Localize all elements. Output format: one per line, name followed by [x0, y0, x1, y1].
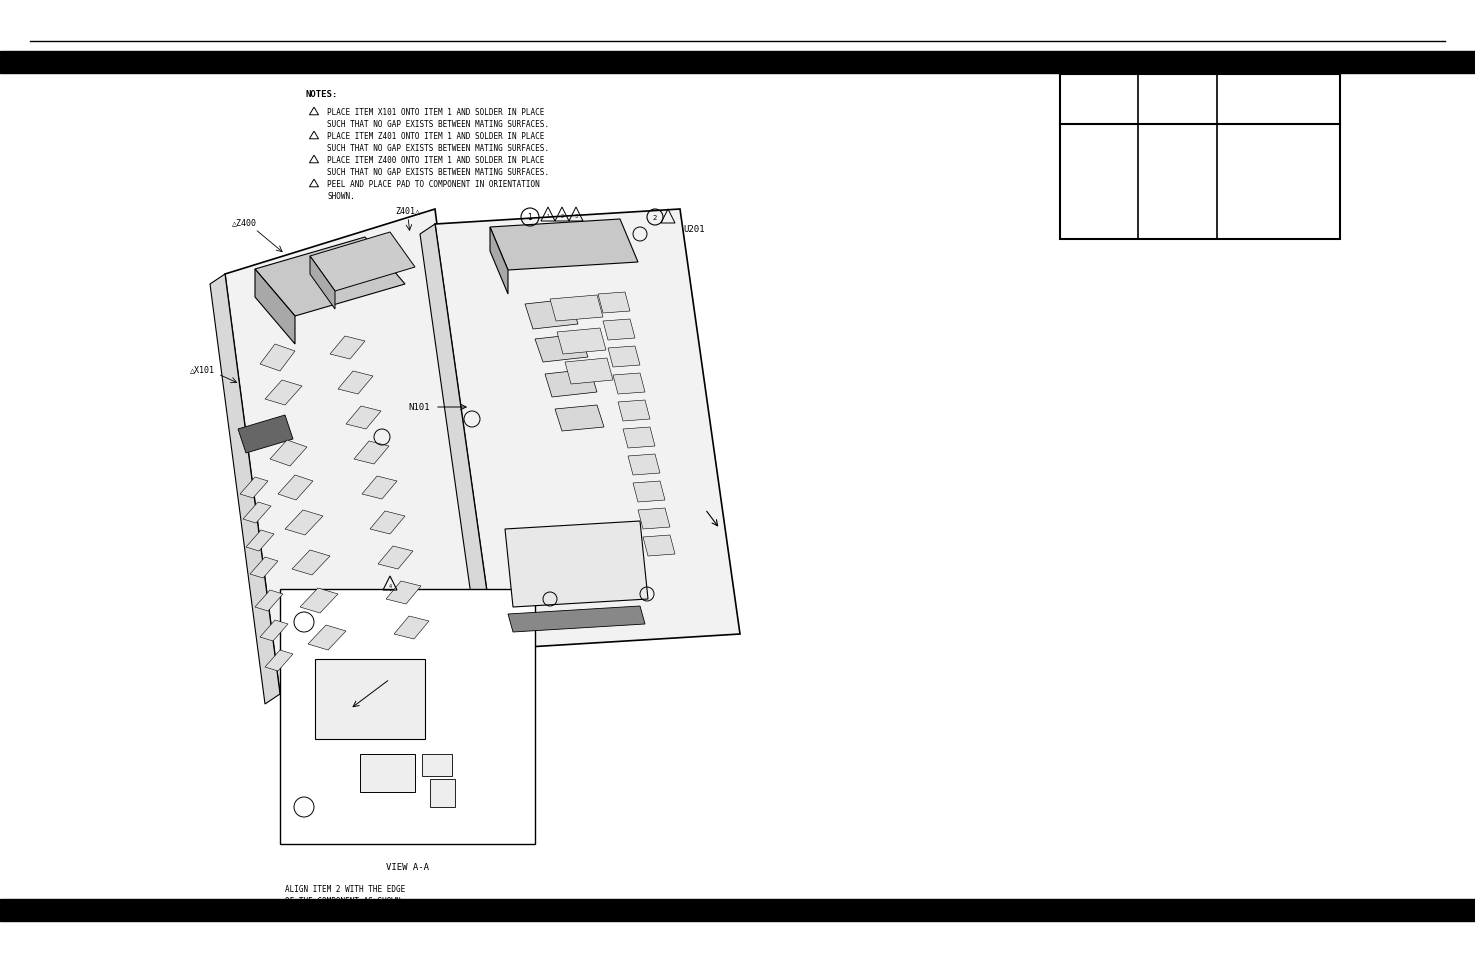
Polygon shape	[330, 336, 364, 359]
Polygon shape	[243, 502, 271, 523]
Polygon shape	[603, 319, 636, 340]
Polygon shape	[544, 370, 597, 397]
Polygon shape	[249, 558, 277, 578]
Bar	[0, 52, 1475, 74]
Polygon shape	[270, 440, 307, 467]
Text: PEEL AND PLACE PAD TO COMPONENT IN ORIENTATION
SHOWN.: PEEL AND PLACE PAD TO COMPONENT IN ORIEN…	[327, 180, 540, 200]
Text: PLACE ITEM X101 ONTO ITEM 1 AND SOLDER IN PLACE
SUCH THAT NO GAP EXISTS BETWEEN : PLACE ITEM X101 ONTO ITEM 1 AND SOLDER I…	[327, 108, 549, 129]
Polygon shape	[550, 295, 603, 322]
Polygon shape	[299, 588, 338, 614]
Polygon shape	[260, 620, 288, 641]
Text: 4: 4	[388, 584, 391, 589]
Polygon shape	[558, 329, 606, 355]
Polygon shape	[504, 521, 648, 607]
Polygon shape	[535, 335, 589, 363]
Polygon shape	[310, 256, 335, 310]
Polygon shape	[308, 625, 347, 650]
Polygon shape	[618, 400, 650, 421]
Polygon shape	[628, 455, 659, 476]
Bar	[422, 754, 451, 776]
Polygon shape	[507, 606, 645, 633]
Polygon shape	[292, 551, 330, 576]
Bar	[280, 589, 535, 844]
Text: PLACE ITEM Z401 ONTO ITEM 1 AND SOLDER IN PLACE
SUCH THAT NO GAP EXISTS BETWEEN : PLACE ITEM Z401 ONTO ITEM 1 AND SOLDER I…	[327, 132, 549, 152]
Polygon shape	[209, 274, 280, 704]
Polygon shape	[277, 476, 313, 500]
Polygon shape	[490, 220, 639, 271]
Polygon shape	[608, 347, 640, 368]
Text: NOTES:: NOTES:	[305, 90, 338, 99]
Text: 1: 1	[546, 214, 550, 219]
Polygon shape	[622, 428, 655, 449]
Polygon shape	[240, 477, 268, 498]
Polygon shape	[643, 536, 676, 557]
Polygon shape	[285, 511, 323, 536]
Bar	[360, 754, 414, 792]
Text: 3: 3	[574, 214, 578, 219]
Polygon shape	[338, 372, 373, 395]
Polygon shape	[354, 441, 389, 464]
Polygon shape	[255, 237, 406, 316]
Text: U201: U201	[683, 225, 705, 233]
Text: N101: N101	[409, 403, 431, 412]
Polygon shape	[237, 416, 294, 454]
Polygon shape	[347, 407, 381, 430]
Polygon shape	[255, 270, 295, 345]
Polygon shape	[633, 481, 665, 502]
Polygon shape	[565, 358, 614, 385]
Polygon shape	[420, 225, 496, 659]
Polygon shape	[614, 374, 645, 395]
Text: 2: 2	[653, 214, 658, 221]
Text: 1: 1	[528, 213, 532, 222]
Text: 2: 2	[560, 214, 563, 219]
Polygon shape	[361, 476, 397, 499]
Polygon shape	[266, 650, 294, 671]
Polygon shape	[378, 546, 413, 569]
Polygon shape	[597, 293, 630, 314]
Polygon shape	[525, 299, 578, 330]
Polygon shape	[386, 581, 420, 604]
Text: △X101: △X101	[190, 365, 215, 375]
Polygon shape	[435, 210, 740, 649]
Text: PLACE ITEM Z400 ONTO ITEM 1 AND SOLDER IN PLACE
SUCH THAT NO GAP EXISTS BETWEEN : PLACE ITEM Z400 ONTO ITEM 1 AND SOLDER I…	[327, 156, 549, 176]
Text: Z401△: Z401△	[395, 206, 420, 214]
Polygon shape	[370, 512, 406, 535]
Polygon shape	[490, 228, 507, 294]
Polygon shape	[266, 380, 302, 406]
Polygon shape	[255, 590, 283, 612]
Polygon shape	[310, 233, 414, 292]
Text: ALIGN ITEM 2 WITH THE EDGE
OF THE COMPONENT AS SHOWN
IN THE ABOVE VIEW.: ALIGN ITEM 2 WITH THE EDGE OF THE COMPON…	[285, 884, 406, 917]
Polygon shape	[260, 345, 295, 372]
Bar	[1061, 75, 1339, 240]
Polygon shape	[246, 531, 274, 552]
Bar	[0, 899, 1475, 921]
Polygon shape	[555, 406, 603, 432]
Polygon shape	[639, 509, 670, 530]
Text: △Z400: △Z400	[232, 218, 257, 227]
Bar	[431, 780, 454, 807]
Bar	[316, 659, 425, 740]
Polygon shape	[394, 617, 429, 639]
Text: VIEW A-A: VIEW A-A	[386, 862, 429, 871]
Polygon shape	[226, 210, 490, 695]
